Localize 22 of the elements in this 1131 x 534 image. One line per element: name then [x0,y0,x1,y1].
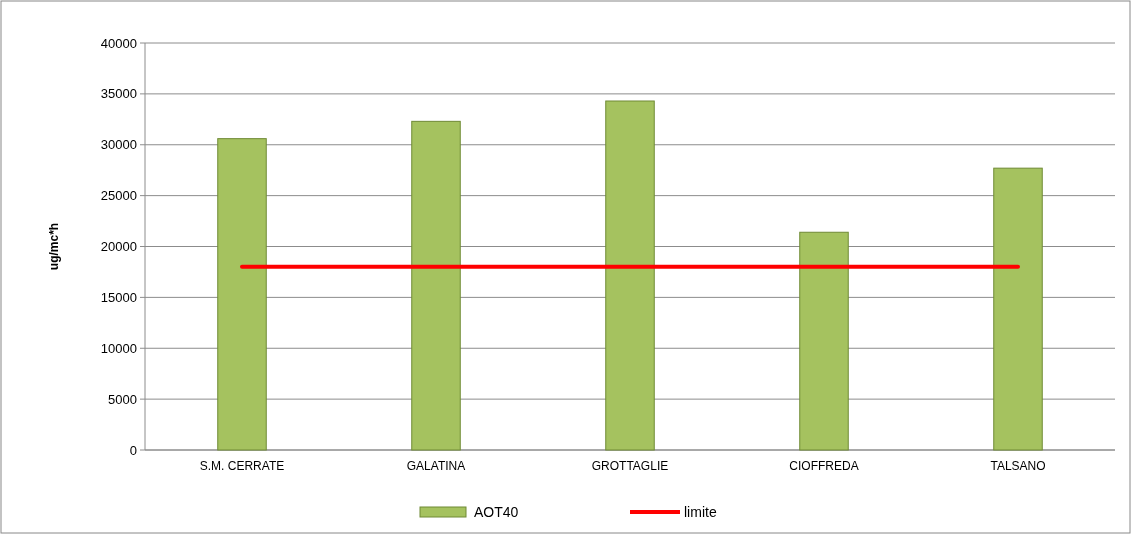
y-tick-label: 0 [129,442,137,458]
y-tick-label: 35000 [100,86,137,102]
bar [217,138,267,451]
y-tick-label: 25000 [100,188,137,204]
bar [605,100,655,451]
legend-label: AOT40 [474,503,519,520]
bar [799,231,849,451]
bar [411,120,461,451]
y-tick-label: 5000 [108,391,137,407]
x-tick-label: TALSANO [990,459,1046,473]
x-tick-label: GALATINA [406,459,466,473]
x-tick-label: GROTTAGLIE [591,459,669,473]
y-tick-label: 15000 [100,289,137,305]
y-tick-label: 40000 [100,35,137,51]
bar [993,167,1043,451]
y-axis-title: ug/mc*h [47,222,61,271]
y-tick-label: 10000 [100,340,137,356]
x-tick-label: S.M. CERRATE [199,459,285,473]
y-tick-label: 20000 [100,239,137,255]
x-tick-label: CIOFFREDA [789,459,859,473]
legend-label: limite [684,503,717,520]
y-tick-label: 30000 [100,137,137,153]
